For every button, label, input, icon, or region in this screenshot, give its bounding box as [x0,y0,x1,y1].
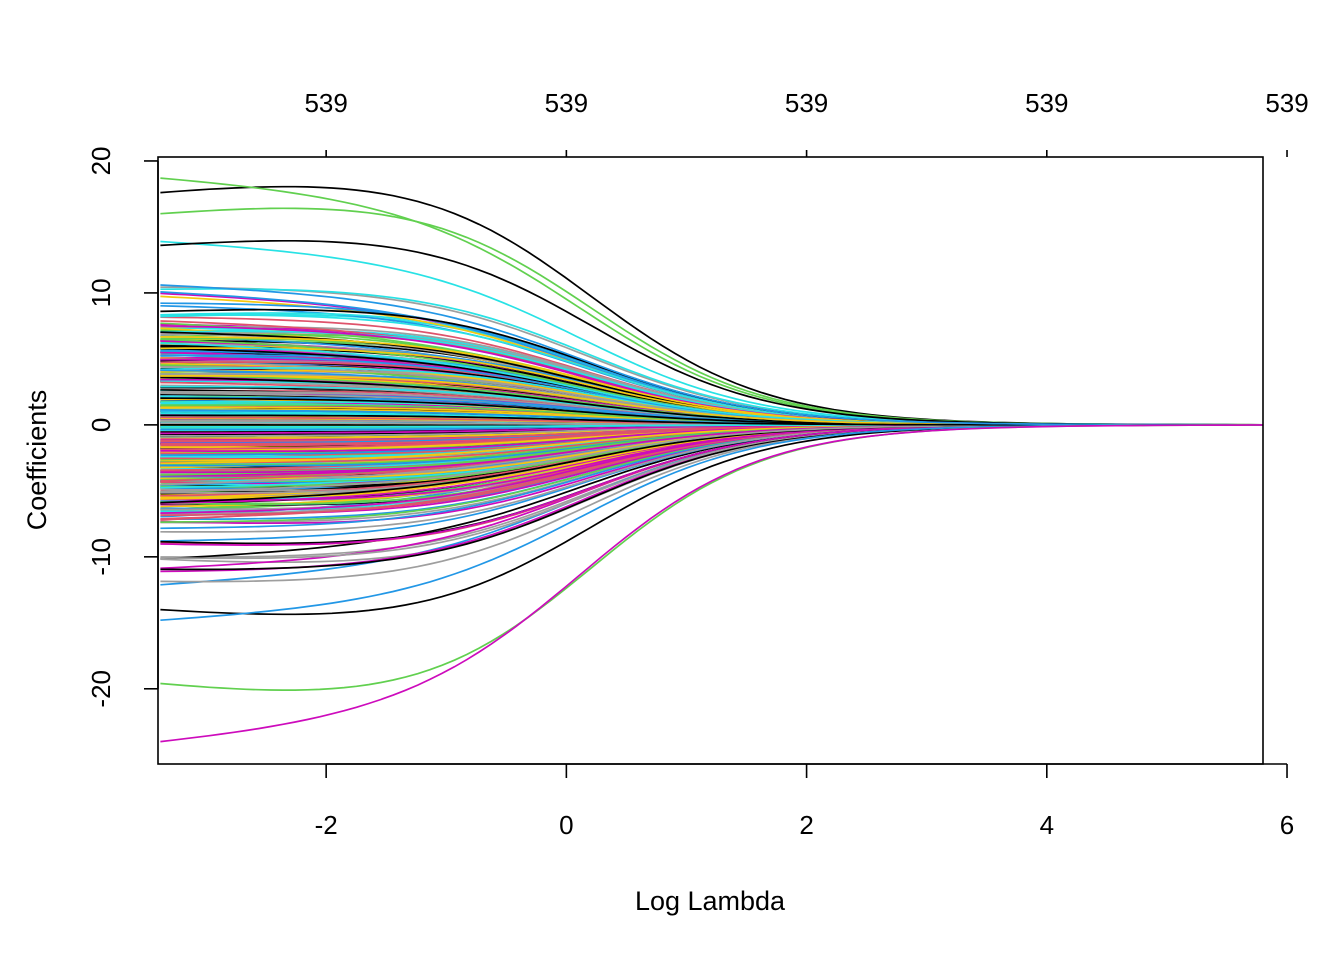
top-tick-label-1: 539 [545,88,588,118]
top-tick-label-2: 539 [785,88,828,118]
x-tick-label-3: 4 [1040,810,1054,840]
coefficient-path-539 [160,424,1263,743]
coefficient-path-535 [160,284,1263,426]
coefficient-paths [160,177,1264,743]
top-tick-label-4: 539 [1265,88,1308,118]
y-axis: -20 -10 0 10 20 [86,146,159,708]
x-tick-label-2: 2 [799,810,813,840]
y-tick-label-3: 10 [86,278,116,307]
x-axis-label: Log Lambda [635,886,786,916]
top-tick-label-3: 539 [1025,88,1068,118]
x-tick-label-4: 6 [1280,810,1294,840]
y-tick-label-1: -10 [86,538,116,576]
y-tick-label-2: 0 [86,418,116,432]
top-axis: 539 539 539 539 539 [304,88,1309,157]
x-axis: -2 0 2 4 6 [315,763,1294,840]
x-tick-label-0: -2 [315,810,338,840]
y-tick-label-0: -20 [86,670,116,708]
y-tick-label-4: 20 [86,146,116,175]
y-axis-label: Coefficients [22,390,52,531]
top-tick-label-0: 539 [304,88,347,118]
x-tick-label-1: 0 [559,810,573,840]
